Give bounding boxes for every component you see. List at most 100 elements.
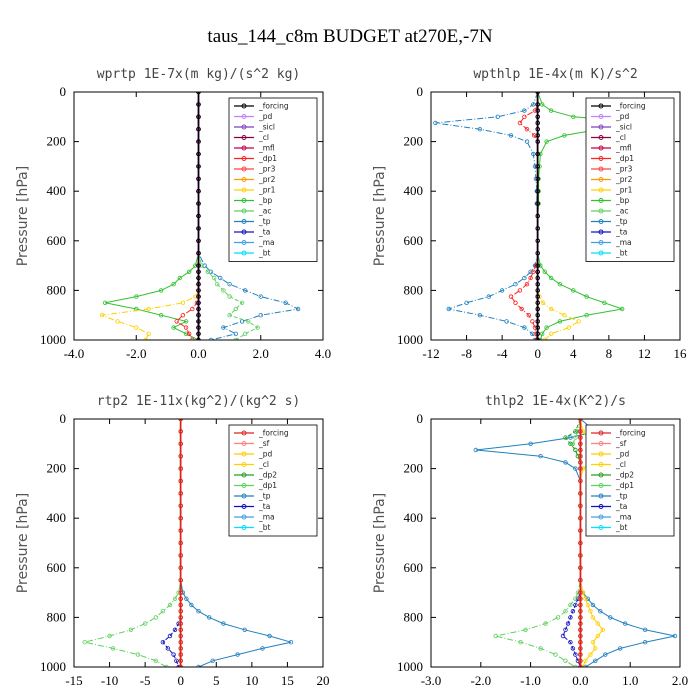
- data-point-bp: [102, 300, 108, 305]
- data-point-tp: [242, 627, 247, 632]
- data-point-ta: [167, 633, 173, 639]
- data-point-dp1: [573, 596, 578, 601]
- data-point-bp: [538, 151, 543, 157]
- data-point-ta: [160, 640, 166, 645]
- data-point-forcing: [196, 331, 201, 336]
- legend-marker: [241, 472, 247, 478]
- data-point-ta: [165, 646, 171, 651]
- x-tick-label: 4: [570, 346, 577, 361]
- data-point-bp: [158, 288, 164, 293]
- legend-marker: [241, 493, 247, 499]
- data-point-dp2: [568, 441, 573, 446]
- legend-marker: [241, 240, 247, 245]
- data-point-dp1: [517, 120, 523, 126]
- legend-marker: [241, 504, 247, 509]
- data-point-ta: [560, 633, 566, 639]
- data-point-ta: [563, 627, 568, 632]
- data-point-tp: [208, 337, 214, 340]
- legend-label: _pr1: [615, 186, 633, 195]
- data-point-forcing: [535, 319, 540, 324]
- data-point-forcing: [578, 627, 583, 632]
- plot-area: [433, 92, 652, 340]
- legend: _forcing_pd_sicl_cl_mfl_dp1_pr3_pr2_pr1_…: [585, 97, 675, 262]
- plot-frame: [430, 91, 681, 341]
- data-point-dp1: [183, 325, 189, 330]
- data-point-dp1: [128, 627, 134, 632]
- legend-marker: [241, 187, 247, 193]
- data-point-dp1: [563, 658, 568, 663]
- legend-marker: [241, 514, 247, 520]
- data-point-forcing: [535, 120, 540, 126]
- legend-marker: [598, 483, 604, 488]
- data-point-forcing: [578, 596, 583, 601]
- data-point-forcing: [578, 621, 583, 626]
- data-point-ac: [233, 306, 238, 312]
- y-tick-label: 200: [47, 461, 67, 476]
- x-tick-label: -3.0: [421, 673, 442, 688]
- data-point-forcing: [535, 288, 540, 293]
- data-point-cl: [583, 596, 588, 601]
- data-point-ac: [214, 282, 220, 287]
- legend-label: _tp: [258, 217, 271, 226]
- legend-label: _pr1: [258, 186, 276, 195]
- legend-marker: [241, 525, 247, 530]
- data-point-forcing: [578, 658, 583, 663]
- y-tick-label: 800: [47, 609, 67, 624]
- data-point-pr1: [548, 306, 554, 312]
- legend-marker: [598, 472, 604, 478]
- data-point-ac: [255, 325, 260, 330]
- data-point-pr1: [542, 337, 547, 340]
- data-point-ta: [568, 615, 573, 620]
- legend-marker: [241, 198, 247, 203]
- data-point-forcing: [535, 238, 540, 243]
- legend-label: _forcing: [258, 429, 289, 438]
- data-point-bp: [544, 139, 549, 144]
- data-point-tp: [233, 331, 238, 336]
- legend-label: _pr2: [615, 175, 633, 184]
- legend-label: _forcing: [258, 102, 289, 111]
- data-point-tp: [477, 313, 483, 318]
- data-point-forcing: [178, 454, 183, 459]
- data-point-bp: [193, 263, 198, 268]
- legend-marker: [598, 219, 604, 224]
- data-point-forcing: [178, 528, 183, 533]
- data-point-tp: [235, 652, 240, 657]
- legend-label: _ta: [258, 502, 270, 511]
- data-point-forcing: [578, 553, 583, 558]
- legend-label: _bt: [615, 249, 628, 258]
- data-point-tp: [522, 275, 527, 281]
- x-tick-label: 0.0: [572, 673, 588, 688]
- legend-label: _pd: [615, 112, 630, 121]
- data-point-forcing: [535, 331, 540, 336]
- data-point-forcing: [535, 226, 540, 231]
- data-point-forcing: [535, 102, 540, 107]
- legend-label: _cl: [258, 133, 269, 142]
- data-point-forcing: [196, 319, 201, 324]
- data-point-forcing: [196, 337, 201, 340]
- data-point-forcing: [535, 337, 540, 340]
- data-point-forcing: [178, 429, 183, 434]
- y-axis-label: Pressure [hPa]: [15, 493, 31, 593]
- x-tick-label: 4.0: [315, 346, 331, 361]
- data-point-ta: [573, 652, 578, 657]
- x-tick-label: -15: [65, 673, 82, 688]
- legend-marker: [241, 250, 247, 256]
- data-point-bp: [542, 269, 547, 274]
- data-point-dp1: [538, 646, 543, 651]
- legend: _forcing_sf _pd_cl _dp2_dp1 _tp_ta _ma_bt: [585, 424, 675, 537]
- data-point-forcing: [196, 282, 201, 287]
- x-tick-label: 2.0: [253, 346, 269, 361]
- data-point-forcing: [535, 300, 540, 305]
- data-point-forcing: [196, 238, 201, 243]
- data-point-forcing: [535, 325, 540, 330]
- data-point-tp: [528, 269, 533, 274]
- data-point-tp: [495, 114, 500, 119]
- legend-marker: [598, 156, 604, 161]
- data-point-forcing: [178, 646, 183, 651]
- data-point-tp: [184, 596, 189, 601]
- data-point-bp: [183, 319, 189, 324]
- x-tick-label: 15: [281, 673, 294, 688]
- data-point-pr1: [566, 325, 571, 330]
- data-point-tp: [499, 288, 505, 293]
- legend-label: _dp1: [615, 481, 634, 490]
